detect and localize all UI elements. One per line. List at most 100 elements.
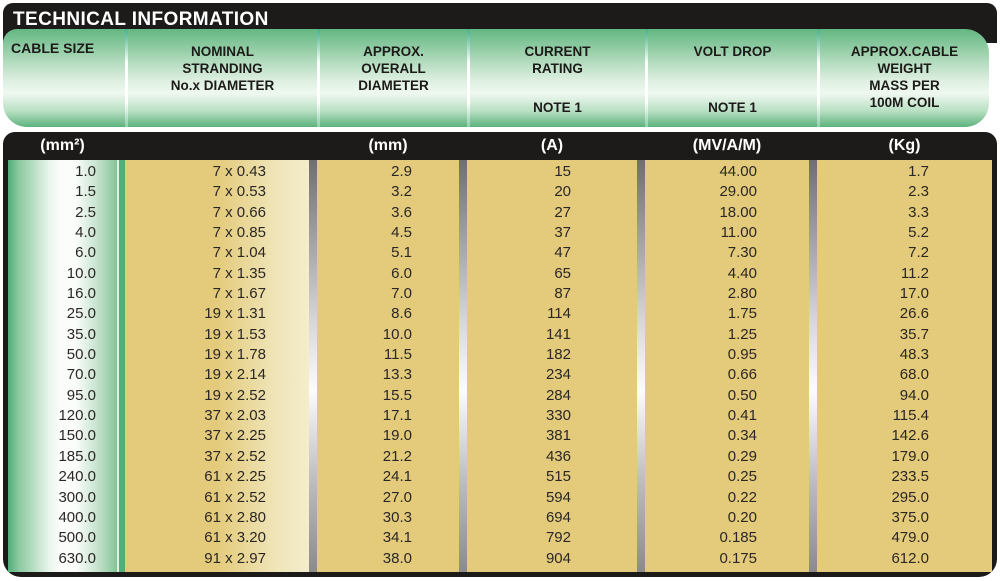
cell: 284 xyxy=(545,386,571,404)
cell: 6.0 xyxy=(391,264,412,282)
cell: 7 x 0.66 xyxy=(212,203,266,221)
column-overall-diameter: 2.9 3.2 3.6 4.5 5.1 6.0 7.0 8.6 10.0 11.5 13.3 15.5… xyxy=(317,160,459,572)
cell: 95.0 xyxy=(66,386,96,404)
header-band: CABLE SIZE NOMINAL STRANDING No.x DIAMET… xyxy=(3,29,989,127)
header-overall-diameter: APPROX. OVERALL DIAMETER xyxy=(320,29,467,127)
cell: 37 x 2.25 xyxy=(204,427,266,445)
cell: 141 xyxy=(545,325,571,343)
cell: 61 x 2.25 xyxy=(204,468,266,486)
cell: 515 xyxy=(545,468,571,486)
header-line: No.x DIAMETER xyxy=(170,78,275,93)
cell: 7 x 1.67 xyxy=(212,285,266,303)
header-nominal-stranding: NOMINAL STRANDING No.x DIAMETER xyxy=(128,29,317,127)
cell: 1.25 xyxy=(727,325,757,343)
header-line: VOLT DROP xyxy=(693,44,772,59)
cell: 594 xyxy=(545,488,571,506)
cell: 10.0 xyxy=(382,325,412,343)
cell: 182 xyxy=(545,346,571,364)
note-label: NOTE 1 xyxy=(533,100,582,115)
column-volt-drop: 44.00 29.00 18.00 11.00 7.30 4.40 2.80 1.75 1.25… xyxy=(645,160,809,572)
unit-volt-drop: (MV/A/M) xyxy=(692,137,762,154)
cell: 7.30 xyxy=(727,244,757,262)
cell: 500.0 xyxy=(58,529,96,547)
cell: 3.3 xyxy=(908,203,929,221)
cell: 400.0 xyxy=(58,508,96,526)
cell: 21.2 xyxy=(382,447,412,465)
cell: 300.0 xyxy=(58,488,96,506)
cell: 25.0 xyxy=(66,305,96,323)
cell: 3.6 xyxy=(391,203,412,221)
cell: 30.3 xyxy=(382,508,412,526)
cell: 115.4 xyxy=(892,407,929,425)
cell: 0.41 xyxy=(727,407,757,425)
cell: 87 xyxy=(554,285,571,303)
cell: 330 xyxy=(545,407,571,425)
header-line: DIAMETER xyxy=(358,78,429,93)
header-line: CURRENT xyxy=(524,44,591,59)
cell: 8.6 xyxy=(391,305,412,323)
cell: 50.0 xyxy=(66,346,96,364)
cell: 11.00 xyxy=(720,224,757,242)
cell: 68.0 xyxy=(899,366,929,384)
cell: 16.0 xyxy=(66,285,96,303)
cell: 1.75 xyxy=(727,305,757,323)
cell: 5.2 xyxy=(908,224,929,242)
cell: 11.5 xyxy=(383,346,412,364)
cell: 0.25 xyxy=(727,468,757,486)
cell: 6.0 xyxy=(75,244,96,262)
cell: 0.20 xyxy=(727,508,757,526)
table-container: TECHNICAL INFORMATION CABLE SIZE NOMINAL… xyxy=(3,3,997,581)
cell: 2.9 xyxy=(391,163,412,180)
header-line: APPROX.CABLE xyxy=(850,44,959,59)
cell: 26.6 xyxy=(899,305,929,323)
cell: 13.3 xyxy=(382,366,412,384)
header-divider xyxy=(467,29,470,127)
cell: 19 x 2.52 xyxy=(204,386,266,404)
cell: 4.5 xyxy=(391,224,412,242)
column-cable-size: 1.0 1.5 2.5 4.0 6.0 10.0 16.0 25.0 35.0 50.0 70.0 9… xyxy=(8,160,117,572)
cell: 2.5 xyxy=(75,203,96,221)
cell: 4.0 xyxy=(75,224,96,242)
unit-kg: (Kg) xyxy=(888,137,921,154)
cell: 48.3 xyxy=(899,346,929,364)
table-frame: (mm²) (mm) (A) (MV/A/M) (Kg) 1.0 1.5 2.5 4.… xyxy=(3,132,997,577)
cell: 3.2 xyxy=(391,183,412,201)
header-line: CABLE SIZE xyxy=(11,40,95,56)
cell: 19 x 1.31 xyxy=(204,305,266,323)
cell: 114 xyxy=(547,305,571,323)
header-current-rating: CURRENT RATING NOTE 1 xyxy=(470,29,645,127)
cell: 2.3 xyxy=(908,183,929,201)
cell: 19 x 1.78 xyxy=(204,346,266,364)
column-current-rating: 15 20 27 37 47 65 87 114 141 182 234 284 330 381 436 51… xyxy=(467,160,637,572)
cell: 7.0 xyxy=(391,285,412,303)
header-divider xyxy=(817,29,820,127)
cell: 0.95 xyxy=(727,346,757,364)
header-line: OVERALL xyxy=(361,61,426,76)
cell: 19 x 1.53 xyxy=(204,325,266,343)
header-line: STRANDING xyxy=(182,61,263,76)
cell: 381 xyxy=(545,427,571,445)
cell: 0.66 xyxy=(727,366,757,384)
column-divider xyxy=(809,160,817,572)
cell: 19.0 xyxy=(382,427,412,445)
cell: 35.0 xyxy=(66,325,96,343)
cell: 11.2 xyxy=(900,264,929,282)
cell: 436 xyxy=(545,447,571,465)
cell: 120.0 xyxy=(58,407,96,425)
cell: 7 x 1.04 xyxy=(212,244,266,262)
cell: 47 xyxy=(554,244,571,262)
header-divider xyxy=(125,29,128,127)
cell: 17.0 xyxy=(899,285,929,303)
cell: 233.5 xyxy=(891,468,929,486)
cell: 94.0 xyxy=(899,386,929,404)
unit-mm2: (mm²) xyxy=(40,137,85,154)
header-volt-drop: VOLT DROP NOTE 1 xyxy=(648,29,817,127)
header-line: MASS PER xyxy=(869,78,940,93)
cell: 61 x 2.52 xyxy=(204,488,266,506)
unit-mm: (mm) xyxy=(368,137,408,154)
cell: 34.1 xyxy=(382,529,412,547)
cell: 37 xyxy=(554,224,571,242)
cell: 0.34 xyxy=(727,427,757,445)
cell: 7 x 0.53 xyxy=(212,183,266,201)
